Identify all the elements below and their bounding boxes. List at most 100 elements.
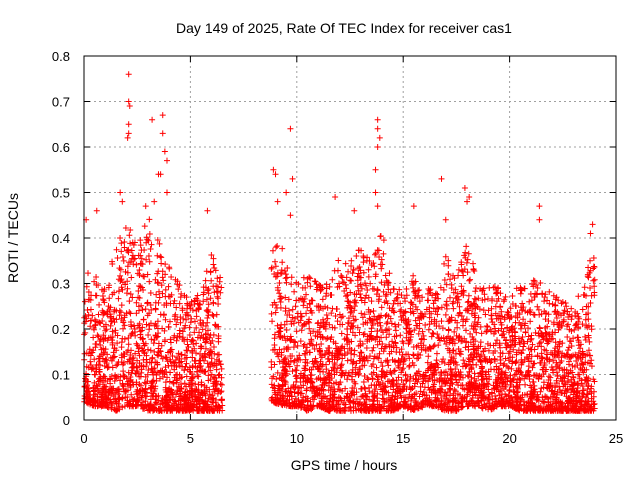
data-point [385,326,392,333]
data-point [339,279,346,286]
data-point [373,316,380,323]
data-point [494,289,501,296]
data-point [372,166,379,173]
data-point [100,296,107,303]
data-point [552,308,559,315]
data-point [122,394,129,401]
data-point [397,392,404,399]
data-point [465,298,472,305]
data-point [334,318,341,325]
data-point [442,216,449,223]
data-point [389,338,396,345]
data-point [202,331,209,338]
data-point [407,403,414,410]
data-point [424,297,431,304]
data-point [415,330,422,337]
data-point [437,375,444,382]
data-point [411,406,418,413]
data-point [501,360,508,367]
data-point [154,325,161,332]
data-point [300,343,307,350]
data-point [520,401,527,408]
data-point [183,347,190,354]
data-point [561,352,568,359]
data-point [400,386,407,393]
data-point [293,372,300,379]
data-point [104,337,111,344]
data-point [566,399,573,406]
data-point [117,377,124,384]
data-point [531,386,538,393]
data-point [268,265,275,272]
data-point [154,252,161,259]
data-point [415,287,422,294]
data-point [531,360,538,367]
data-point [565,314,572,321]
data-point [587,230,594,237]
data-point [402,315,409,322]
data-point [517,287,524,294]
data-point [160,277,167,284]
data-point [119,198,126,205]
data-point [181,367,188,374]
data-point [499,370,506,377]
data-point [543,394,550,401]
data-point [174,278,181,285]
data-point [151,198,158,205]
data-point [100,349,107,356]
data-point [146,278,153,285]
data-point [399,312,406,319]
data-point [138,255,145,262]
data-point [493,315,500,322]
data-point [585,332,592,339]
data-point [427,345,434,352]
data-point [381,398,388,405]
data-point [496,392,503,399]
data-point [458,261,465,268]
data-point [279,259,286,266]
data-point [147,290,154,297]
data-point [403,351,410,358]
data-point [358,385,365,392]
data-point [162,396,169,403]
data-point [438,175,445,182]
data-point [364,287,371,294]
data-point [575,293,582,300]
data-point [365,266,372,273]
data-point [558,402,565,409]
data-point [323,312,330,319]
data-point [444,372,451,379]
data-point [83,283,90,290]
data-point [354,324,361,331]
data-point [575,334,582,341]
data-point [218,365,225,372]
data-point [306,316,313,323]
data-point [507,372,514,379]
data-point [411,295,418,302]
data-point [286,312,293,319]
data-point [489,396,496,403]
data-point [117,266,124,273]
data-point [550,292,557,299]
data-point [87,317,94,324]
data-point [458,283,465,290]
data-point [132,350,139,357]
data-point [146,258,153,265]
data-point [117,234,124,241]
data-point [462,249,469,256]
data-point [367,280,374,287]
data-point [203,336,210,343]
data-point [459,337,466,344]
data-point [375,298,382,305]
data-point [485,386,492,393]
data-point [310,364,317,371]
data-point [323,361,330,368]
data-point [203,384,210,391]
data-point [376,134,383,141]
data-point [528,335,535,342]
data-point [575,380,582,387]
data-point [274,322,281,329]
data-point [87,306,94,313]
data-point [330,364,337,371]
data-point [142,306,149,313]
